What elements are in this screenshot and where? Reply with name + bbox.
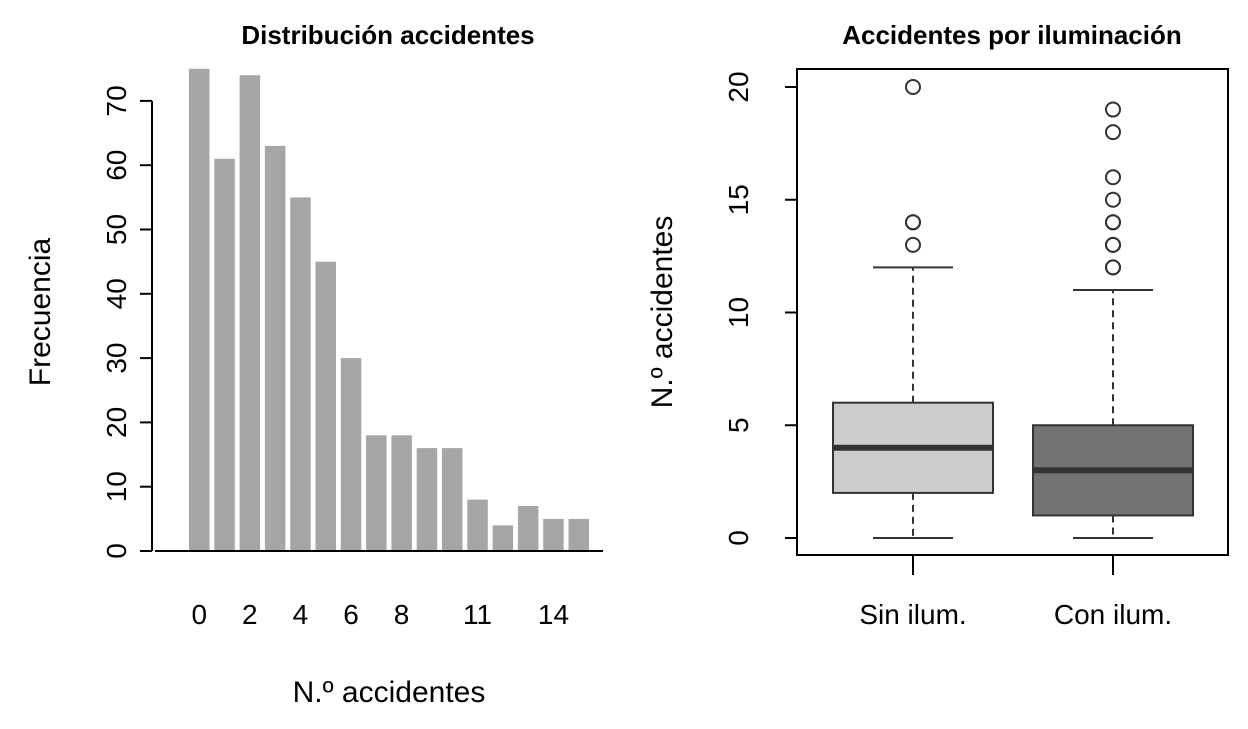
boxplot-title: Accidentes por iluminación <box>842 20 1182 50</box>
histogram-y-tick-label: 10 <box>101 471 132 502</box>
boxplot-panel: Accidentes por iluminación 0 5 10 15 20 Sin … <box>646 20 1229 630</box>
boxplot-y-tick-label: 15 <box>723 184 754 215</box>
histogram-x-tick-label: 8 <box>394 599 410 630</box>
boxplot-outlier <box>1105 169 1121 186</box>
histogram-y-tick-label: 50 <box>101 214 132 245</box>
boxplot-outlier <box>905 214 921 231</box>
histogram-bar <box>189 68 210 552</box>
histogram-bar <box>517 506 539 551</box>
boxplot-y-axis: 0 5 10 15 20 <box>723 71 798 546</box>
histogram-bar <box>340 358 362 551</box>
boxplot-y-axis-label: N.º accidentes <box>646 216 679 409</box>
histogram-y-axis: 0 10 20 30 40 50 60 70 <box>101 85 153 559</box>
histogram-bar <box>467 499 488 551</box>
histogram-bar <box>568 518 589 551</box>
boxplot-outlier <box>1105 191 1121 208</box>
boxplot-x-tick-label: Sin ilum. <box>859 599 966 630</box>
histogram-bar <box>492 525 514 551</box>
boxplot-outlier <box>905 236 921 253</box>
histogram-x-tick-label: 6 <box>343 599 359 630</box>
boxplot-groups: Sin ilum. Con ilum. <box>832 79 1194 630</box>
histogram-bar <box>442 448 463 551</box>
boxplot-group: Sin ilum. <box>832 79 994 630</box>
boxplot-outlier <box>1105 259 1121 276</box>
histogram-bar <box>366 435 387 551</box>
histogram-y-axis-label: Frecuencia <box>24 237 57 386</box>
histogram-y-tick-label: 40 <box>101 278 132 309</box>
histogram-panel: Distribución accidentes 010203040506070 … <box>24 20 603 709</box>
boxplot-outlier <box>1105 236 1121 253</box>
boxplot-group: Con ilum. <box>1032 101 1194 630</box>
boxplot-outlier <box>1105 124 1121 141</box>
boxplot-x-tick-label: Con ilum. <box>1054 599 1172 630</box>
histogram-x-tick-labels: 0 2 4 6 8 11 14 <box>192 599 570 630</box>
histogram-bars <box>189 68 589 552</box>
boxplot-y-tick-label: 5 <box>723 417 754 433</box>
histogram-y-tick-label: 30 <box>101 343 132 374</box>
boxplot-outlier <box>1105 101 1121 118</box>
boxplot-y-tick-label: 20 <box>723 71 754 102</box>
histogram-bar <box>290 197 311 551</box>
histogram-x-tick-label: 2 <box>242 599 258 630</box>
histogram-bar <box>214 158 235 552</box>
histogram-bar <box>315 261 336 551</box>
histogram-bar <box>239 75 261 551</box>
boxplot-outlier <box>905 79 921 95</box>
histogram-bar <box>416 448 438 551</box>
histogram-bar <box>543 518 564 551</box>
histogram-y-tick-label: 70 <box>101 85 132 116</box>
histogram-bar <box>391 435 412 551</box>
boxplot-outlier <box>1105 214 1121 231</box>
histogram-bar <box>264 145 286 551</box>
histogram-x-tick-label: 4 <box>293 599 309 630</box>
histogram-x-axis-label: N.º accidentes <box>293 676 486 709</box>
histogram-title: Distribución accidentes <box>241 20 534 50</box>
histogram-x-tick-label: 11 <box>463 599 492 630</box>
boxplot-y-tick-label: 0 <box>723 530 754 546</box>
boxplot-y-tick-label: 10 <box>723 297 754 328</box>
histogram-y-tick-label: 60 <box>101 150 132 181</box>
histogram-x-tick-label: 14 <box>538 599 569 630</box>
histogram-x-tick-label: 0 <box>192 599 208 630</box>
histogram-y-tick-label: 20 <box>101 407 132 438</box>
histogram-y-tick-label: 0 <box>101 543 132 559</box>
